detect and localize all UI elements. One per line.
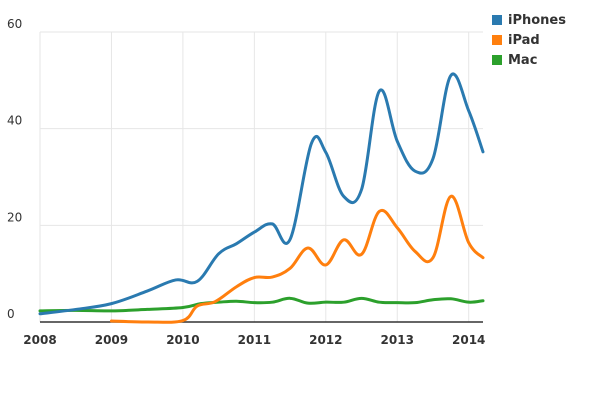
legend-label-mac: Mac — [508, 52, 538, 68]
legend-label-iphones: iPhones — [508, 12, 566, 28]
y-tick-label: 0 — [7, 307, 15, 321]
y-tick-label: 40 — [7, 114, 22, 128]
y-tick-label: 60 — [7, 17, 22, 31]
x-tick-label: 2008 — [23, 333, 56, 347]
x-tick-label: 2011 — [238, 333, 271, 347]
grid-layer — [39, 31, 483, 322]
x-tick-label: 2013 — [381, 333, 414, 347]
series-line-iphones[interactable] — [38, 72, 485, 316]
series-layer — [38, 72, 485, 324]
legend-label-ipad: iPad — [508, 32, 540, 48]
series-line-ipad[interactable] — [109, 194, 485, 324]
series-line-mac[interactable] — [38, 296, 485, 313]
legend-swatch-ipad — [492, 35, 502, 45]
x-tick-label: 2009 — [95, 333, 128, 347]
legend-swatch-iphones — [492, 15, 502, 25]
legend-swatch-mac — [492, 55, 502, 65]
y-tick-label: 20 — [7, 210, 22, 224]
x-tick-label: 2012 — [309, 333, 342, 347]
chart-legend: iPhones iPad Mac — [492, 10, 566, 70]
legend-item-mac[interactable]: Mac — [492, 50, 566, 70]
legend-item-ipad[interactable]: iPad — [492, 30, 566, 50]
x-tick-label: 2010 — [166, 333, 199, 347]
x-tick-label: 2014 — [452, 333, 485, 347]
legend-item-iphones[interactable]: iPhones — [492, 10, 566, 30]
tick-label-layer: 0 20 40 60 2008 2009 2010 2011 2012 2013 2014 — [7, 17, 485, 347]
